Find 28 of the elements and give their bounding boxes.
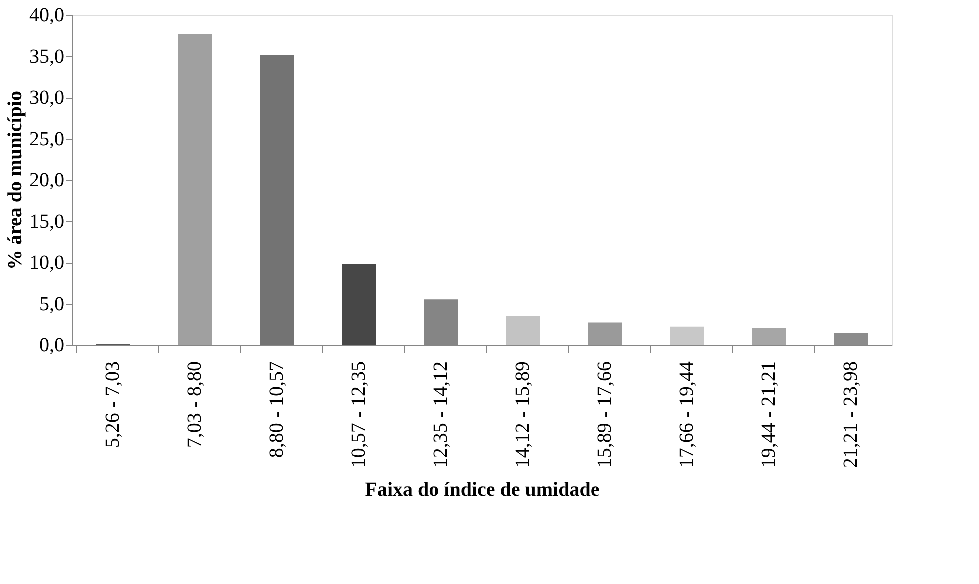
y-axis-title: % área do município bbox=[4, 90, 26, 270]
x-tick-label: 15,89 - 17,66 bbox=[594, 362, 616, 468]
x-tick-label: 19,44 - 21,21 bbox=[758, 362, 780, 468]
y-tick-label: 35,0 bbox=[30, 46, 64, 68]
y-tick-label: 5,0 bbox=[40, 293, 64, 316]
y-tick-label: 40,0 bbox=[30, 4, 64, 26]
y-tick-label: 0,0 bbox=[40, 334, 64, 356]
x-tick-label: 12,35 - 14,12 bbox=[430, 362, 452, 468]
bar bbox=[342, 264, 376, 345]
x-tick-label: 17,66 - 19,44 bbox=[676, 362, 698, 468]
x-tick-label: 8,80 - 10,57 bbox=[266, 362, 288, 458]
bar bbox=[260, 55, 294, 345]
bar bbox=[670, 326, 704, 345]
bar bbox=[752, 328, 786, 345]
x-tick-label: 14,12 - 15,89 bbox=[512, 362, 534, 468]
x-tick-label: 10,57 - 12,35 bbox=[348, 362, 370, 468]
bar bbox=[588, 322, 622, 345]
y-tick-label: 30,0 bbox=[30, 87, 64, 109]
x-tick-label: 21,21 - 23,98 bbox=[840, 362, 862, 468]
bar bbox=[506, 316, 540, 345]
bar bbox=[178, 34, 212, 345]
y-tick-label: 15,0 bbox=[30, 210, 64, 233]
y-tick-label: 20,0 bbox=[30, 170, 64, 192]
y-tick-label: 25,0 bbox=[30, 128, 64, 150]
x-tick-label: 7,03 - 8,80 bbox=[184, 362, 206, 448]
y-tick-label: 10,0 bbox=[30, 252, 64, 274]
x-axis-title: Faixa do índice de umidade bbox=[365, 479, 600, 502]
x-tick-label: 5,26 - 7,03 bbox=[102, 362, 124, 448]
